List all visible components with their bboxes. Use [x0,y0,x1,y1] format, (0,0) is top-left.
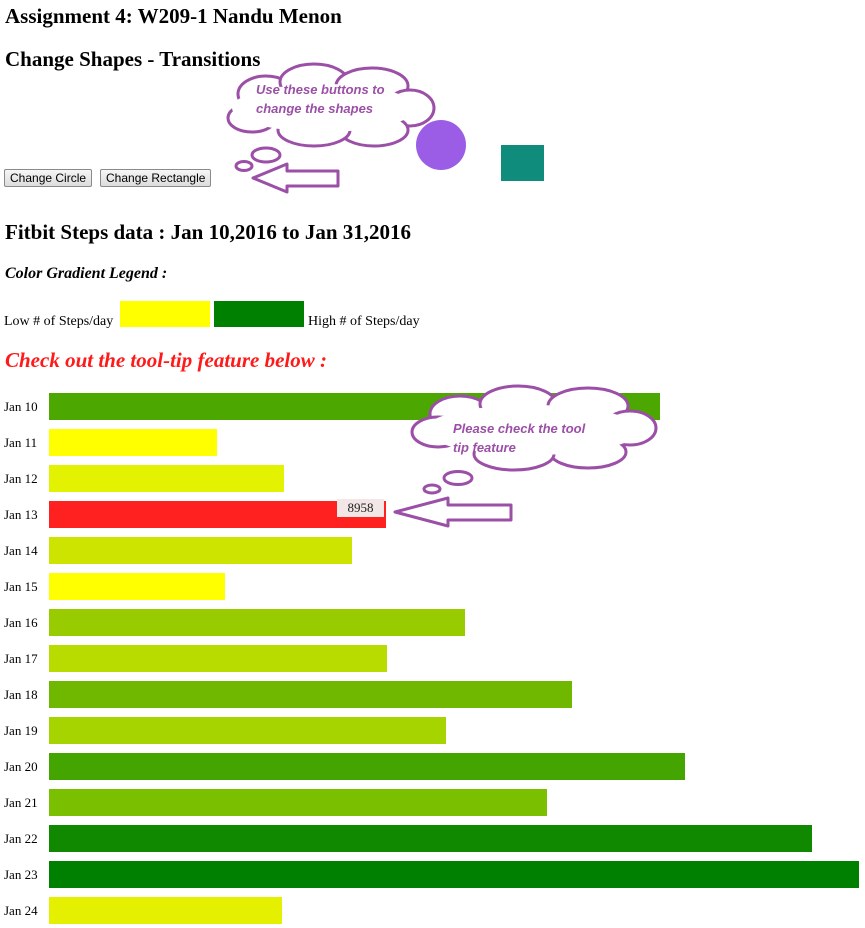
bar-label-jan-21: Jan 21 [4,795,38,810]
bar-label-jan-17: Jan 17 [4,651,38,666]
tooltip-callout-line1: Please check the tool [453,421,586,436]
legend-high-label: High # of Steps/day [308,314,420,329]
change-rectangle-button[interactable]: Change Rectangle [100,169,212,187]
bar-jan-19[interactable] [49,717,446,744]
change-circle-button[interactable]: Change Circle [4,169,93,187]
rectangle-shape [501,145,544,181]
tooltip-callout: Please check the tool tip feature [410,384,658,495]
shapes-callout-line1: Use these buttons to [256,82,385,97]
bar-label-jan-20: Jan 20 [4,759,38,774]
fitbit-heading: Fitbit Steps data : Jan 10,2016 to Jan 3… [5,220,412,244]
bar-jan-15[interactable] [49,573,225,600]
bar-jan-21[interactable] [49,789,547,816]
left-arrow-icon [251,162,340,194]
tooltip-callout-line2: tip feature [453,440,516,455]
shapes-callout-line2: change the shapes [256,101,373,116]
circle-shape [416,120,466,170]
bar-label-jan-16: Jan 16 [4,615,38,630]
bar-jan-12[interactable] [49,465,284,492]
tooltip-instruction: Check out the tool-tip feature below : [5,348,327,372]
legend-low-label: Low # of Steps/day [4,314,114,329]
legend-low-swatch [120,301,210,327]
bar-label-jan-13: Jan 13 [4,507,38,522]
bar-jan-11[interactable] [49,429,217,456]
bar-jan-22[interactable] [49,825,812,852]
bar-label-jan-11: Jan 11 [4,435,37,450]
bar-label-jan-18: Jan 18 [4,687,38,702]
bar-label-jan-10: Jan 10 [4,399,38,414]
bar-label-jan-19: Jan 19 [4,723,38,738]
bar-label-jan-23: Jan 23 [4,867,38,882]
bar-jan-14[interactable] [49,537,352,564]
bar-label-jan-15: Jan 15 [4,579,38,594]
bar-jan-17[interactable] [49,645,387,672]
tooltip-arrow-icon [393,496,513,528]
bar-jan-20[interactable] [49,753,685,780]
section-title-shapes: Change Shapes - Transitions [5,47,261,71]
bar-label-jan-24: Jan 24 [4,903,38,918]
legend-high-swatch [214,301,304,327]
bar-jan-18[interactable] [49,681,572,708]
shapes-callout: Use these buttons to change the shapes [226,62,436,172]
bar-jan-24[interactable] [49,897,282,924]
bar-label-jan-12: Jan 12 [4,471,38,486]
legend-title: Color Gradient Legend : [5,265,168,282]
bar-jan-16[interactable] [49,609,465,636]
bar-tooltip: 8958 [337,499,384,517]
page-title: Assignment 4: W209-1 Nandu Menon [5,4,342,28]
bar-label-jan-22: Jan 22 [4,831,38,846]
bar-jan-23[interactable] [49,861,859,888]
bar-jan-13[interactable] [49,501,386,528]
bar-label-jan-14: Jan 14 [4,543,38,558]
